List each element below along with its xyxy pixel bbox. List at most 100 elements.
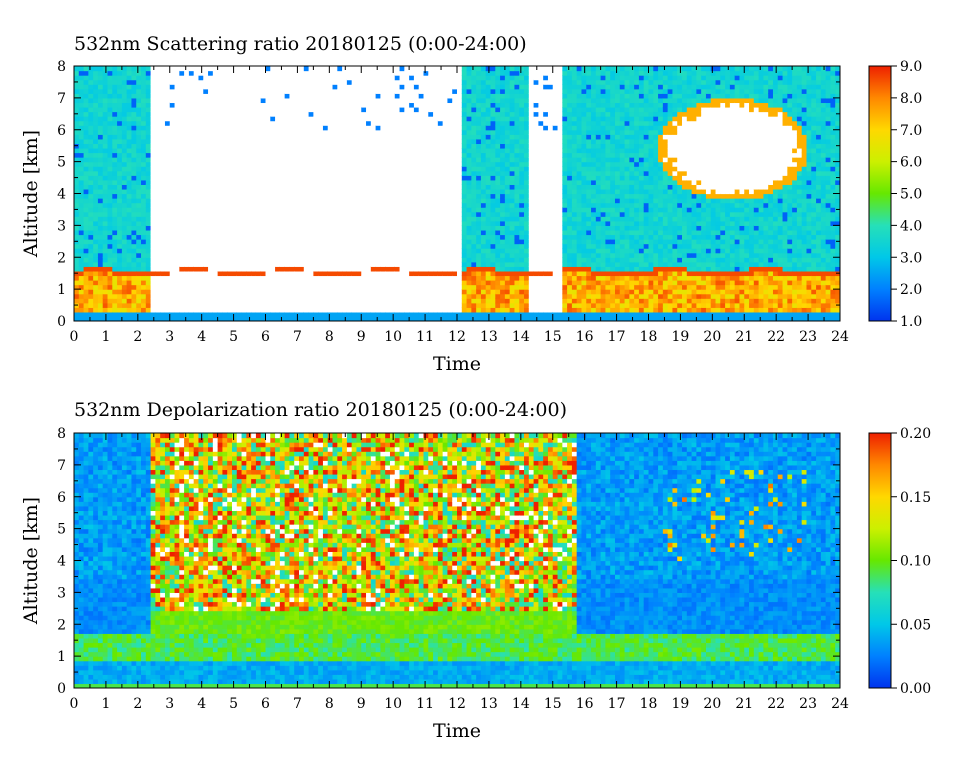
- heatmap-cell: [308, 193, 314, 199]
- heatmap-cell: [361, 157, 367, 163]
- heatmap-cell: [409, 316, 415, 321]
- heatmap-cell: [433, 143, 439, 149]
- heatmap-cell: [342, 70, 348, 76]
- heatmap-cell: [227, 225, 233, 231]
- heatmap-cell: [495, 129, 501, 135]
- heatmap-cell: [399, 125, 405, 131]
- heatmap-cell: [260, 102, 267, 108]
- heatmap-cell: [380, 284, 386, 290]
- heatmap-cell: [389, 93, 396, 99]
- heatmap-cell: [428, 243, 434, 249]
- heatmap-cell: [231, 243, 238, 249]
- heatmap-cell: [93, 307, 99, 313]
- heatmap-cell: [495, 193, 501, 199]
- heatmap-cell: [409, 207, 415, 213]
- heatmap-cell: [169, 152, 176, 158]
- heatmap-cell: [155, 84, 161, 90]
- heatmap-cell: [126, 239, 133, 245]
- heatmap-cell: [380, 261, 386, 267]
- heatmap-cell: [102, 102, 109, 108]
- heatmap-cell: [78, 170, 85, 176]
- heatmap-cell: [342, 111, 348, 117]
- heatmap-cell: [231, 207, 238, 213]
- heatmap-cell: [107, 220, 113, 226]
- heatmap-cell: [289, 211, 295, 217]
- heatmap-cell: [313, 88, 319, 94]
- heatmap-cell: [265, 157, 271, 163]
- heatmap-cell: [117, 193, 123, 199]
- heatmap-cell: [452, 225, 458, 231]
- heatmap-cell: [442, 66, 449, 72]
- heatmap-cell: [74, 179, 80, 185]
- heatmap-cell: [279, 134, 286, 140]
- heatmap-cell: [337, 79, 343, 85]
- heatmap-cell: [275, 161, 281, 167]
- heatmap-cell: [399, 75, 405, 81]
- heatmap-cell: [337, 157, 343, 163]
- heatmap-cell: [121, 252, 128, 258]
- heatmap-cell: [126, 311, 133, 318]
- heatmap-cell: [303, 134, 310, 140]
- heatmap-cell: [490, 102, 496, 108]
- heatmap-cell: [212, 152, 219, 158]
- heatmap-cell: [413, 125, 420, 131]
- heatmap-cell: [164, 284, 171, 290]
- heatmap-cell: [457, 84, 463, 90]
- heatmap-cell: [322, 252, 329, 258]
- heatmap-cell: [231, 261, 238, 267]
- heatmap-cell: [461, 66, 468, 72]
- heatmap-cell: [289, 239, 295, 245]
- heatmap-cell: [457, 234, 463, 240]
- heatmap-cell: [471, 198, 477, 204]
- heatmap-cell: [346, 102, 353, 108]
- heatmap-cell: [327, 129, 334, 135]
- heatmap-cell: [188, 88, 195, 94]
- heatmap-cell: [404, 129, 410, 135]
- heatmap-cell: [346, 93, 353, 99]
- heatmap-cell: [299, 280, 305, 286]
- heatmap-cell: [251, 257, 257, 263]
- heatmap-cell: [107, 106, 113, 113]
- heatmap-cell: [107, 111, 113, 117]
- heatmap-cell: [227, 280, 233, 286]
- heatmap-cell: [265, 229, 271, 236]
- heatmap-cell: [136, 111, 142, 117]
- heatmap-cell: [375, 70, 381, 76]
- heatmap-cell: [457, 116, 463, 122]
- heatmap-cell: [217, 316, 224, 321]
- heatmap-cell: [141, 102, 147, 108]
- heatmap-cell: [442, 270, 449, 277]
- heatmap-cell: [284, 280, 291, 286]
- heatmap-cell: [88, 311, 94, 318]
- heatmap-cell: [251, 198, 257, 204]
- heatmap-cell: [351, 266, 358, 272]
- heatmap-cell: [308, 229, 314, 236]
- heatmap-cell: [112, 166, 118, 172]
- heatmap-cell: [308, 179, 314, 185]
- heatmap-cell: [342, 106, 348, 113]
- heatmap-cell: [423, 116, 429, 122]
- heatmap-cell: [413, 138, 420, 145]
- heatmap-cell: [97, 211, 104, 217]
- heatmap-cell: [141, 261, 147, 267]
- heatmap-cell: [375, 284, 381, 290]
- heatmap-cell: [188, 79, 195, 85]
- heatmap-cell: [447, 261, 453, 267]
- heatmap-cell: [251, 79, 257, 85]
- heatmap-cell: [145, 302, 152, 308]
- heatmap-cell: [356, 152, 362, 158]
- heatmap-cell: [255, 302, 262, 308]
- heatmap-cell: [409, 307, 415, 313]
- heatmap-cell: [117, 257, 123, 263]
- heatmap-cell: [313, 261, 319, 267]
- heatmap-cell: [437, 234, 444, 240]
- heatmap-cell: [270, 161, 276, 167]
- heatmap-cell: [428, 129, 434, 135]
- heatmap-cell: [93, 216, 99, 222]
- heatmap-cell: [179, 261, 185, 267]
- heatmap-cell: [437, 111, 444, 117]
- heatmap-cell: [188, 211, 195, 217]
- heatmap-cell: [461, 161, 468, 167]
- heatmap-cell: [385, 307, 391, 313]
- heatmap-cell: [198, 179, 204, 185]
